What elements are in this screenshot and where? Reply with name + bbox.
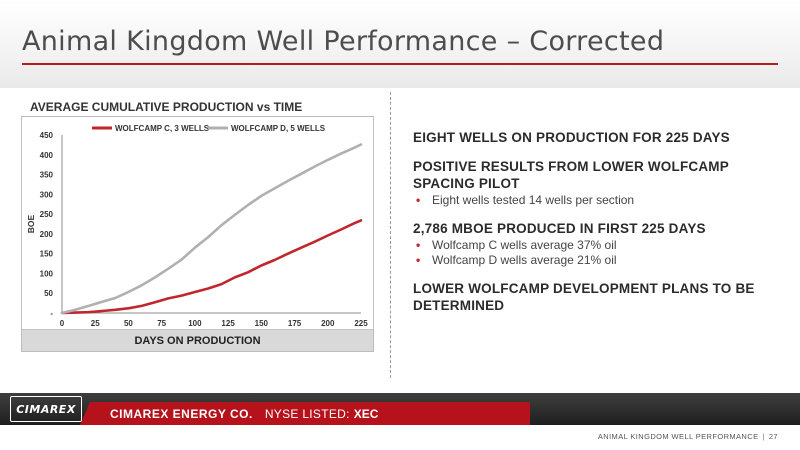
key-points: EIGHT WELLS ON PRODUCTION FOR 225 DAYS PO… bbox=[413, 129, 783, 326]
chart-panel: - 50 100 150 200 250 300 350 400 450 0 25 50 75 100 125… bbox=[21, 116, 374, 352]
page-number: 27 bbox=[768, 432, 778, 441]
page-title: Animal Kingdom Well Performance – Correc… bbox=[22, 26, 665, 57]
bullet-headline: EIGHT WELLS ON PRODUCTION FOR 225 DAYS bbox=[413, 130, 730, 145]
y-tick-label: 350 bbox=[40, 171, 54, 180]
bullet-block: POSITIVE RESULTS FROM LOWER WOLFCAMP SPA… bbox=[413, 158, 783, 208]
bullet-dot-icon: • bbox=[416, 193, 421, 207]
legend-label: WOLFCAMP C, 3 WELLS bbox=[115, 124, 210, 133]
bullet-headline: POSITIVE RESULTS FROM LOWER WOLFCAMP SPA… bbox=[413, 159, 729, 191]
x-tick-label: 0 bbox=[60, 319, 65, 328]
x-tick-label: 175 bbox=[288, 319, 302, 328]
footer-separator: | bbox=[762, 432, 765, 441]
y-tick-label: 200 bbox=[40, 230, 54, 239]
y-tick-label: 150 bbox=[40, 250, 54, 259]
series-line bbox=[60, 143, 363, 315]
line-chart: - 50 100 150 200 250 300 350 400 450 0 25 50 75 100 125… bbox=[26, 124, 368, 328]
sub-bullet: • Wolfcamp D wells average 21% oil bbox=[413, 253, 783, 268]
x-tick-label: 225 bbox=[354, 319, 368, 328]
listing-label: NYSE LISTED: bbox=[264, 406, 350, 421]
sub-bullet-text: Wolfcamp C wells average 37% oil bbox=[432, 238, 617, 252]
x-axis-title-bar: DAYS ON PRODUCTION bbox=[22, 329, 373, 351]
bullet-dot-icon: • bbox=[416, 238, 421, 252]
y-axis-label: BOE bbox=[26, 214, 36, 233]
bullet-block: EIGHT WELLS ON PRODUCTION FOR 225 DAYS bbox=[413, 129, 783, 146]
ticker-symbol: XEC bbox=[353, 406, 379, 421]
x-tick-label: 50 bbox=[124, 319, 133, 328]
bullet-block: 2,786 MBOE PRODUCED IN FIRST 225 DAYS • Wo… bbox=[413, 220, 783, 268]
legend-label: WOLFCAMP D, 5 WELLS bbox=[231, 124, 326, 133]
x-tick-label: 25 bbox=[91, 319, 100, 328]
bullet-headline: LOWER WOLFCAMP DEVELOPMENT PLANS TO BE D… bbox=[413, 281, 755, 313]
x-axis-title: DAYS ON PRODUCTION bbox=[134, 334, 261, 347]
y-tick-label: 400 bbox=[40, 151, 54, 160]
logo-text: CIMAREX bbox=[16, 402, 76, 416]
sub-bullet: • Eight wells tested 14 wells per section bbox=[413, 193, 783, 208]
footer-note-text: ANIMAL KINGDOM WELL PERFORMANCE bbox=[597, 432, 759, 441]
series-line bbox=[60, 219, 363, 315]
bullet-headline: 2,786 MBOE PRODUCED IN FIRST 225 DAYS bbox=[413, 221, 706, 236]
chart-heading: AVERAGE CUMULATIVE PRODUCTION vs TIME bbox=[30, 100, 303, 114]
y-tick-label: 100 bbox=[40, 269, 54, 278]
y-tick-label: 450 bbox=[40, 131, 54, 140]
title-band bbox=[0, 0, 800, 88]
x-tick-label: 150 bbox=[255, 319, 269, 328]
sub-bullet-text: Eight wells tested 14 wells per section bbox=[432, 193, 635, 207]
title-rule bbox=[22, 63, 778, 65]
company-logo: CIMAREX bbox=[10, 396, 82, 422]
bullet-block: LOWER WOLFCAMP DEVELOPMENT PLANS TO BE D… bbox=[413, 280, 783, 314]
y-tick-label: 250 bbox=[40, 210, 54, 219]
sub-bullet-text: Wolfcamp D wells average 21% oil bbox=[432, 253, 617, 267]
sub-bullet: • Wolfcamp C wells average 37% oil bbox=[413, 238, 783, 253]
x-tick-label: 100 bbox=[188, 319, 202, 328]
footer-company-banner: CIMAREX ENERGY CO. NYSE LISTED: XEC bbox=[80, 402, 530, 425]
vertical-divider bbox=[390, 92, 391, 378]
bullet-dot-icon: • bbox=[416, 253, 421, 267]
x-tick-label: 75 bbox=[157, 319, 166, 328]
x-tick-label: 200 bbox=[321, 319, 335, 328]
y-tick-label: - bbox=[50, 309, 53, 318]
company-name: CIMAREX ENERGY CO. bbox=[110, 406, 253, 421]
footer-note: ANIMAL KINGDOM WELL PERFORMANCE | 27 bbox=[598, 432, 778, 441]
y-tick-label: 300 bbox=[40, 190, 54, 199]
y-tick-label: 50 bbox=[44, 289, 53, 298]
x-tick-label: 125 bbox=[221, 319, 235, 328]
